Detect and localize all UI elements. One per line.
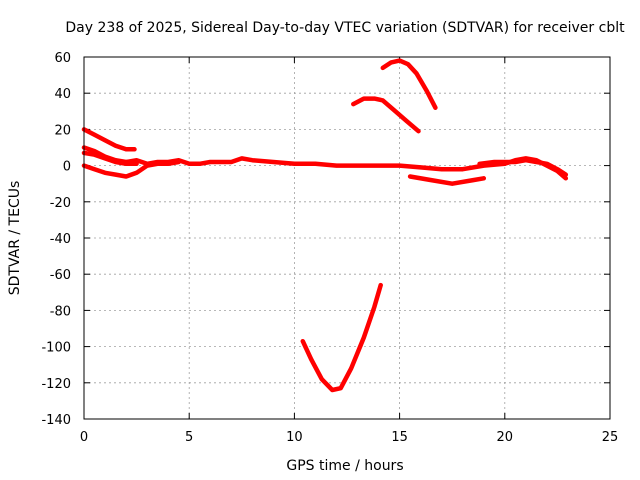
series-track-4 — [81, 150, 139, 167]
series-layer — [81, 58, 569, 393]
y-tick-label: 20 — [54, 123, 71, 138]
x-tick-label: 20 — [497, 430, 514, 445]
series-track-7 — [351, 96, 421, 134]
y-ticks: -140 -120 -100 -80 -60 -40 -20 0 20 40 60 — [41, 51, 610, 428]
chart-title: Day 238 of 2025, Sidereal Day-to-day VTE… — [65, 20, 625, 36]
grid — [84, 57, 610, 419]
y-tick-label: -100 — [41, 341, 71, 356]
y-axis-label: SDTVAR / TECUs — [7, 181, 23, 296]
x-ticks: 0 5 10 15 20 25 — [80, 57, 618, 445]
x-tick-label: 0 — [80, 430, 88, 445]
series-track-8 — [380, 58, 438, 110]
series-track-1 — [81, 127, 137, 152]
series-track-3 — [81, 159, 181, 179]
y-tick-label: -120 — [41, 377, 71, 392]
x-tick-label: 5 — [185, 430, 193, 445]
y-tick-label: -60 — [50, 268, 71, 283]
x-axis-label: GPS time / hours — [286, 458, 403, 474]
y-tick-label: 40 — [54, 87, 71, 102]
y-tick-label: 0 — [63, 160, 71, 175]
series-track-5 — [477, 157, 569, 177]
plot-frame — [83, 56, 611, 420]
y-tick-label: -20 — [50, 196, 71, 211]
y-tick-label: -140 — [41, 413, 71, 428]
x-tick-label: 10 — [286, 430, 303, 445]
y-tick-label: 60 — [54, 51, 71, 66]
y-tick-label: -80 — [50, 304, 71, 319]
y-tick-label: -40 — [50, 232, 71, 247]
series-track-9 — [300, 282, 383, 393]
series-track-6 — [407, 174, 487, 186]
x-tick-label: 15 — [391, 430, 408, 445]
x-tick-label: 25 — [602, 430, 619, 445]
